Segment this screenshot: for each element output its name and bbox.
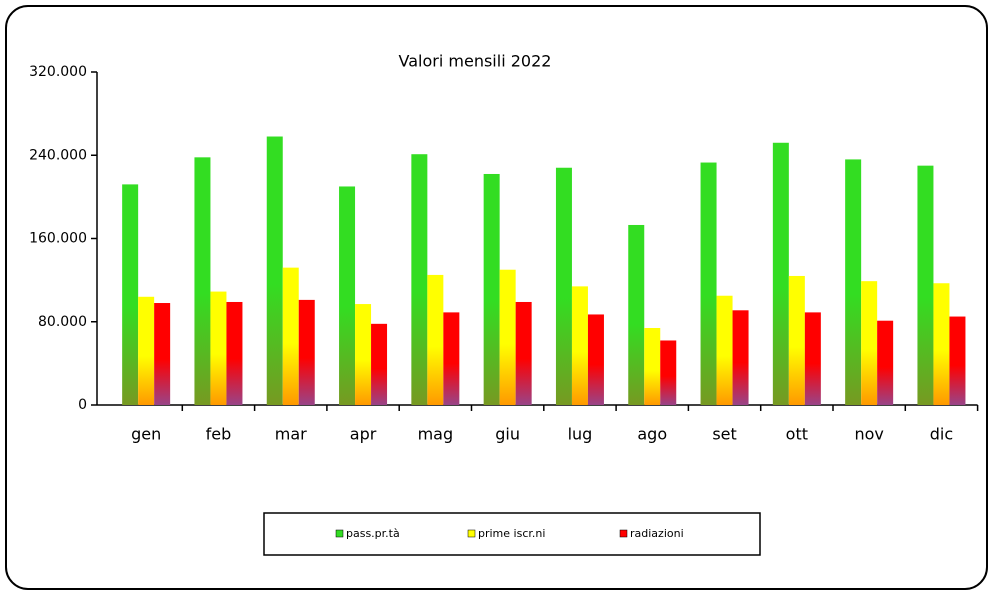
bar [587,314,604,405]
x-tick-label: ott [786,425,808,444]
bar [282,267,299,405]
bar [266,136,283,406]
bar [933,283,950,405]
x-tick-label: ago [637,425,667,444]
bar [371,323,388,405]
bar [949,316,966,405]
bar [644,327,661,405]
y-tick-label: 320.000 [29,64,87,80]
bar [194,157,211,405]
legend-label: radiazioni [630,527,684,540]
bar [515,301,532,405]
bar [499,269,516,405]
bar [877,320,894,405]
bar [555,167,572,405]
bar [845,159,862,405]
legend-label: pass.pr.tà [346,527,400,540]
bar [772,142,789,405]
x-tick-label: lug [568,425,593,444]
bar [411,154,428,405]
x-tick-label: dic [930,425,953,444]
x-tick-label: nov [854,425,883,444]
bar [571,286,588,405]
bar [154,303,171,405]
x-tick-label: feb [206,425,232,444]
x-tick-label: apr [350,425,377,444]
bar [339,186,356,405]
bar [788,275,805,405]
y-tick-label: 240.000 [29,147,87,163]
legend-box [263,512,761,556]
y-tick-label: 0 [78,397,87,413]
legend-label: prime iscr.ni [478,527,545,540]
bar [427,274,444,405]
bar [700,162,717,405]
bar [917,165,934,405]
x-tick-label: giu [495,425,520,444]
x-tick-label: mar [275,425,307,444]
bar [443,312,460,405]
y-tick-label: 80.000 [38,314,87,330]
bar [861,281,878,405]
bar [660,340,677,405]
legend-swatch [335,529,344,538]
legend-swatch [619,529,628,538]
bar [716,295,733,405]
bar [355,304,372,405]
chart-title: Valori mensili 2022 [399,52,552,71]
bar [628,224,645,405]
x-tick-label: gen [131,425,161,444]
bar [732,310,749,405]
x-tick-label: mag [418,425,454,444]
bar [226,301,243,405]
bar [298,299,315,405]
x-tick-label: set [712,425,736,444]
bar [138,296,155,405]
bar [210,291,227,405]
bar [483,173,500,405]
y-tick-label: 160.000 [29,231,87,247]
bar [122,184,139,405]
legend-swatch [467,529,476,538]
bar [804,312,821,405]
